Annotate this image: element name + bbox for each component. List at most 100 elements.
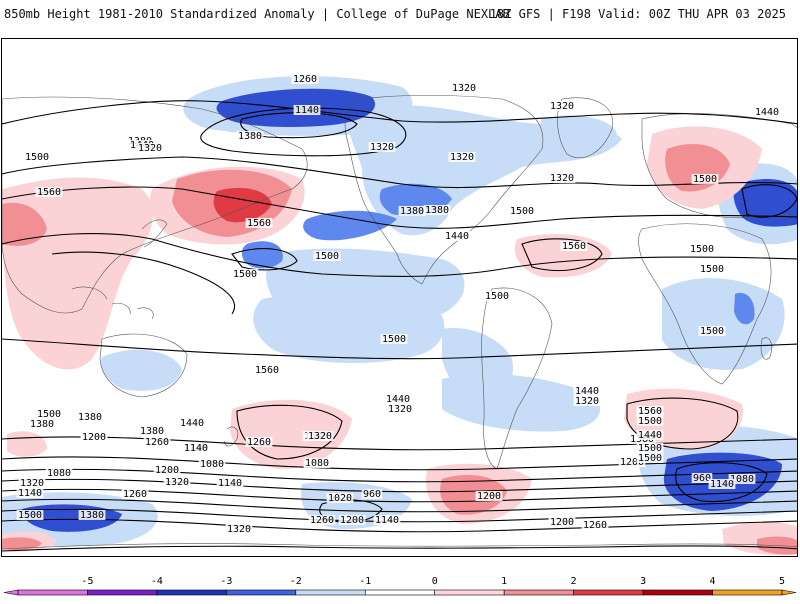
contour-label: 1200	[155, 465, 179, 476]
positive-anomaly-southern-west-core	[2, 537, 42, 551]
contour-label: 1080	[730, 474, 754, 485]
contour-label-background	[548, 101, 576, 111]
strong-negative-anomaly-hawaii	[241, 241, 283, 269]
contour-label: 1200	[477, 491, 501, 502]
contour-label-background	[708, 479, 736, 489]
contour-label: 1380	[80, 510, 104, 521]
contour-label-background	[216, 478, 244, 488]
indonesia-islands	[71, 286, 154, 320]
colorbar-min-extension	[3, 589, 19, 596]
colorbar-tick-label: 3	[640, 576, 646, 587]
contour-label-background	[308, 515, 336, 525]
colorbar-swatch	[17, 589, 88, 596]
contour-1260-aleutian	[200, 107, 407, 157]
contour-label: 1260	[123, 489, 147, 500]
contour-label-background	[508, 206, 536, 216]
contour-label-background	[236, 131, 264, 141]
africa-coastline	[638, 223, 772, 385]
contour-label-background	[361, 489, 383, 499]
contour-label-background	[78, 510, 106, 520]
contour-label: 1320	[388, 404, 412, 415]
header: 850mb Height 1981-2010 Standardized Anom…	[0, 0, 800, 28]
contour-label: 1500	[700, 264, 724, 275]
contour-label-background	[16, 488, 44, 498]
contour-label-background	[560, 241, 588, 251]
contour-label: 1500	[638, 416, 662, 427]
contour-label: 1440	[386, 394, 410, 405]
colorbar-tick-label: 5	[779, 576, 785, 587]
contour-label-background	[728, 474, 756, 484]
contour-label-background	[636, 453, 664, 463]
colorbar-tick-label: -4	[151, 576, 163, 587]
contour-label: 1500	[315, 251, 339, 262]
negative-anomaly-tropical-pacific	[253, 293, 445, 364]
contour-label-background	[636, 406, 664, 416]
contour-label-background	[225, 524, 253, 534]
contour-label-background	[450, 83, 478, 93]
australia-coastline	[99, 333, 188, 398]
contour-label-background	[698, 326, 726, 336]
contour-label-background	[35, 409, 63, 419]
contour-label-background	[691, 174, 719, 184]
contour-label-background	[573, 396, 601, 406]
contour-label-background	[143, 437, 171, 447]
contour-label: 1320	[165, 477, 189, 488]
contour-label: 1260	[583, 520, 607, 531]
contour-label: 1500	[25, 152, 49, 163]
contour-label-background	[121, 489, 149, 499]
contour-label: 1500	[638, 453, 662, 464]
contour-label-background	[548, 173, 576, 183]
contour-label-background	[163, 477, 191, 487]
coastlines	[2, 94, 797, 550]
contour-label-background	[198, 459, 226, 469]
contour-label: 1200	[620, 457, 644, 468]
contour-label-background	[182, 443, 210, 453]
contour-label-background	[231, 269, 259, 279]
contour-label-background	[448, 152, 476, 162]
contour-label: 1380	[30, 419, 54, 430]
positive-anomaly-south-pacific	[230, 399, 352, 469]
contour-label-background	[18, 478, 46, 488]
contour-label-background	[636, 443, 664, 453]
contour-label-background	[293, 105, 321, 115]
contour-label-background	[306, 431, 334, 441]
contour-label: 1140	[295, 105, 319, 116]
contour-1380-south	[2, 468, 797, 483]
contour-label: 1320	[452, 83, 476, 94]
contour-label-background	[398, 206, 426, 216]
contour-label: 1080	[47, 468, 71, 479]
contour-label-background	[753, 107, 781, 117]
contour-label: 1260	[310, 515, 334, 526]
positive-anomaly-south-atlantic-core	[440, 475, 507, 515]
contour-label: 1560	[247, 218, 271, 229]
negative-anomaly-south-atlantic	[442, 374, 601, 432]
contour-label-background	[178, 418, 206, 428]
colorbar-tick-label: 1	[501, 576, 507, 587]
contour-1500-north	[2, 232, 797, 277]
contour-label-background	[573, 386, 601, 396]
colorbar-swatch	[87, 589, 158, 596]
contour-label: 1380	[78, 412, 102, 423]
contour-label-background	[253, 365, 281, 375]
contour-label: 1140	[184, 443, 208, 454]
contour-label: 1260	[145, 437, 169, 448]
contour-label: 1380	[140, 426, 164, 437]
colorbar-swatch	[712, 589, 783, 596]
contour-label-background	[698, 264, 726, 274]
positive-anomaly-western-asia-core	[2, 202, 47, 246]
colorbar-swatch	[503, 589, 574, 596]
contour-label-background	[313, 251, 341, 261]
strong-negative-anomaly-central-pacific	[303, 210, 397, 241]
contour-label: 1200	[340, 515, 364, 526]
contour-label: 1320	[227, 524, 251, 535]
contour-1560-north-atlantic	[521, 238, 603, 272]
contour-label: 1320	[575, 396, 599, 407]
contour-label: 1380	[400, 206, 424, 217]
contour-label-background	[153, 465, 181, 475]
greenland-coastline	[557, 97, 613, 159]
contour-label: 1560	[562, 241, 586, 252]
height-contours	[2, 100, 797, 552]
colorbar-swatch	[573, 589, 644, 596]
colorbar-tick-label: 2	[571, 576, 577, 587]
contour-label-background	[76, 412, 104, 422]
